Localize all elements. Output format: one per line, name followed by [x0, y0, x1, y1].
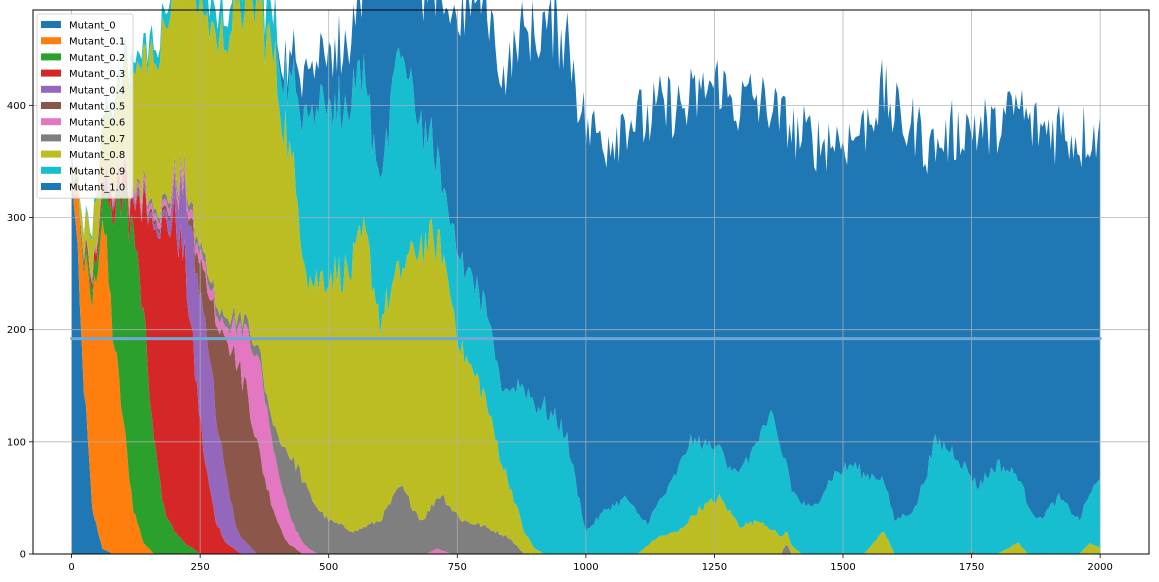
legend-label: Mutant_0.6: [69, 118, 125, 129]
legend-swatch: [41, 102, 61, 109]
x-tick-label: 0: [68, 562, 74, 573]
legend-swatch: [41, 166, 61, 174]
legend-swatch: [41, 21, 61, 28]
legend-label: Mutant_0.4: [69, 85, 125, 96]
legend-swatch: [41, 134, 61, 142]
area-mutant-0-3: [71, 138, 1101, 554]
x-axis: 0 250 500 750 1000 1250 1500 1750 2000: [68, 554, 1113, 573]
legend-swatch: [41, 183, 61, 190]
x-tick-label: 1250: [702, 562, 727, 573]
legend-label: Mutant_0.8: [69, 150, 125, 161]
legend-label: Mutant_0: [69, 21, 116, 32]
y-tick-label: 300: [7, 213, 26, 224]
x-tick-label: 250: [191, 562, 210, 573]
legend-label: Mutant_0.2: [69, 53, 125, 64]
y-axis: 0 100 200 300 400: [7, 101, 33, 561]
x-tick-label: 500: [319, 562, 338, 573]
legend-label: Mutant_0.1: [69, 37, 125, 48]
legend-label: Mutant_0.9: [69, 166, 125, 177]
legend-label: Mutant_1.0: [69, 183, 125, 194]
legend: Mutant_0 Mutant_0.1 Mutant_0.2 Mutant_0.3 Mu…: [36, 13, 134, 199]
legend-swatch: [41, 53, 61, 61]
x-tick-label: 750: [448, 562, 467, 573]
x-tick-label: 1750: [959, 562, 984, 573]
area-mutant-0-4: [71, 138, 1101, 554]
y-tick-label: 100: [7, 437, 26, 448]
x-tick-label: 2000: [1087, 562, 1112, 573]
legend-swatch: [41, 69, 61, 77]
legend-swatch: [41, 85, 61, 93]
y-tick-label: 400: [7, 101, 26, 112]
x-tick-label: 1500: [830, 562, 855, 573]
legend-label: Mutant_0.7: [69, 134, 125, 145]
legend-label: Mutant_0.3: [69, 69, 125, 80]
legend-label: Mutant_0.5: [69, 102, 125, 113]
legend-swatch: [41, 150, 61, 158]
x-tick-label: 1000: [573, 562, 598, 573]
legend-swatch: [41, 37, 61, 45]
legend-swatch: [41, 118, 61, 126]
y-tick-label: 200: [7, 325, 26, 336]
plot-frame: [32, 9, 1150, 555]
y-tick-label: 0: [20, 550, 26, 561]
